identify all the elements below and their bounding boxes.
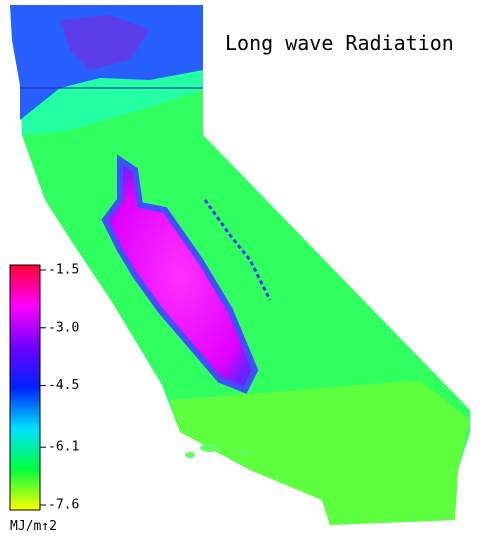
tick-label: -7.6 bbox=[48, 498, 79, 513]
island bbox=[185, 452, 195, 458]
unit-label: MJ/m↑2 bbox=[10, 519, 57, 534]
color-bar bbox=[9, 264, 41, 511]
tick-label: -1.5 bbox=[48, 263, 79, 278]
tick-label: -6.1 bbox=[48, 440, 79, 455]
tick-label: -3.0 bbox=[48, 320, 79, 335]
northern-highs bbox=[60, 15, 150, 70]
island bbox=[239, 449, 251, 455]
sierra-ridge bbox=[203, 199, 272, 301]
southern-green bbox=[170, 380, 470, 525]
tick-label: -4.5 bbox=[48, 378, 79, 393]
valley-region bbox=[101, 154, 259, 394]
island bbox=[200, 444, 220, 452]
map-title: Long wave Radiation bbox=[225, 31, 454, 55]
